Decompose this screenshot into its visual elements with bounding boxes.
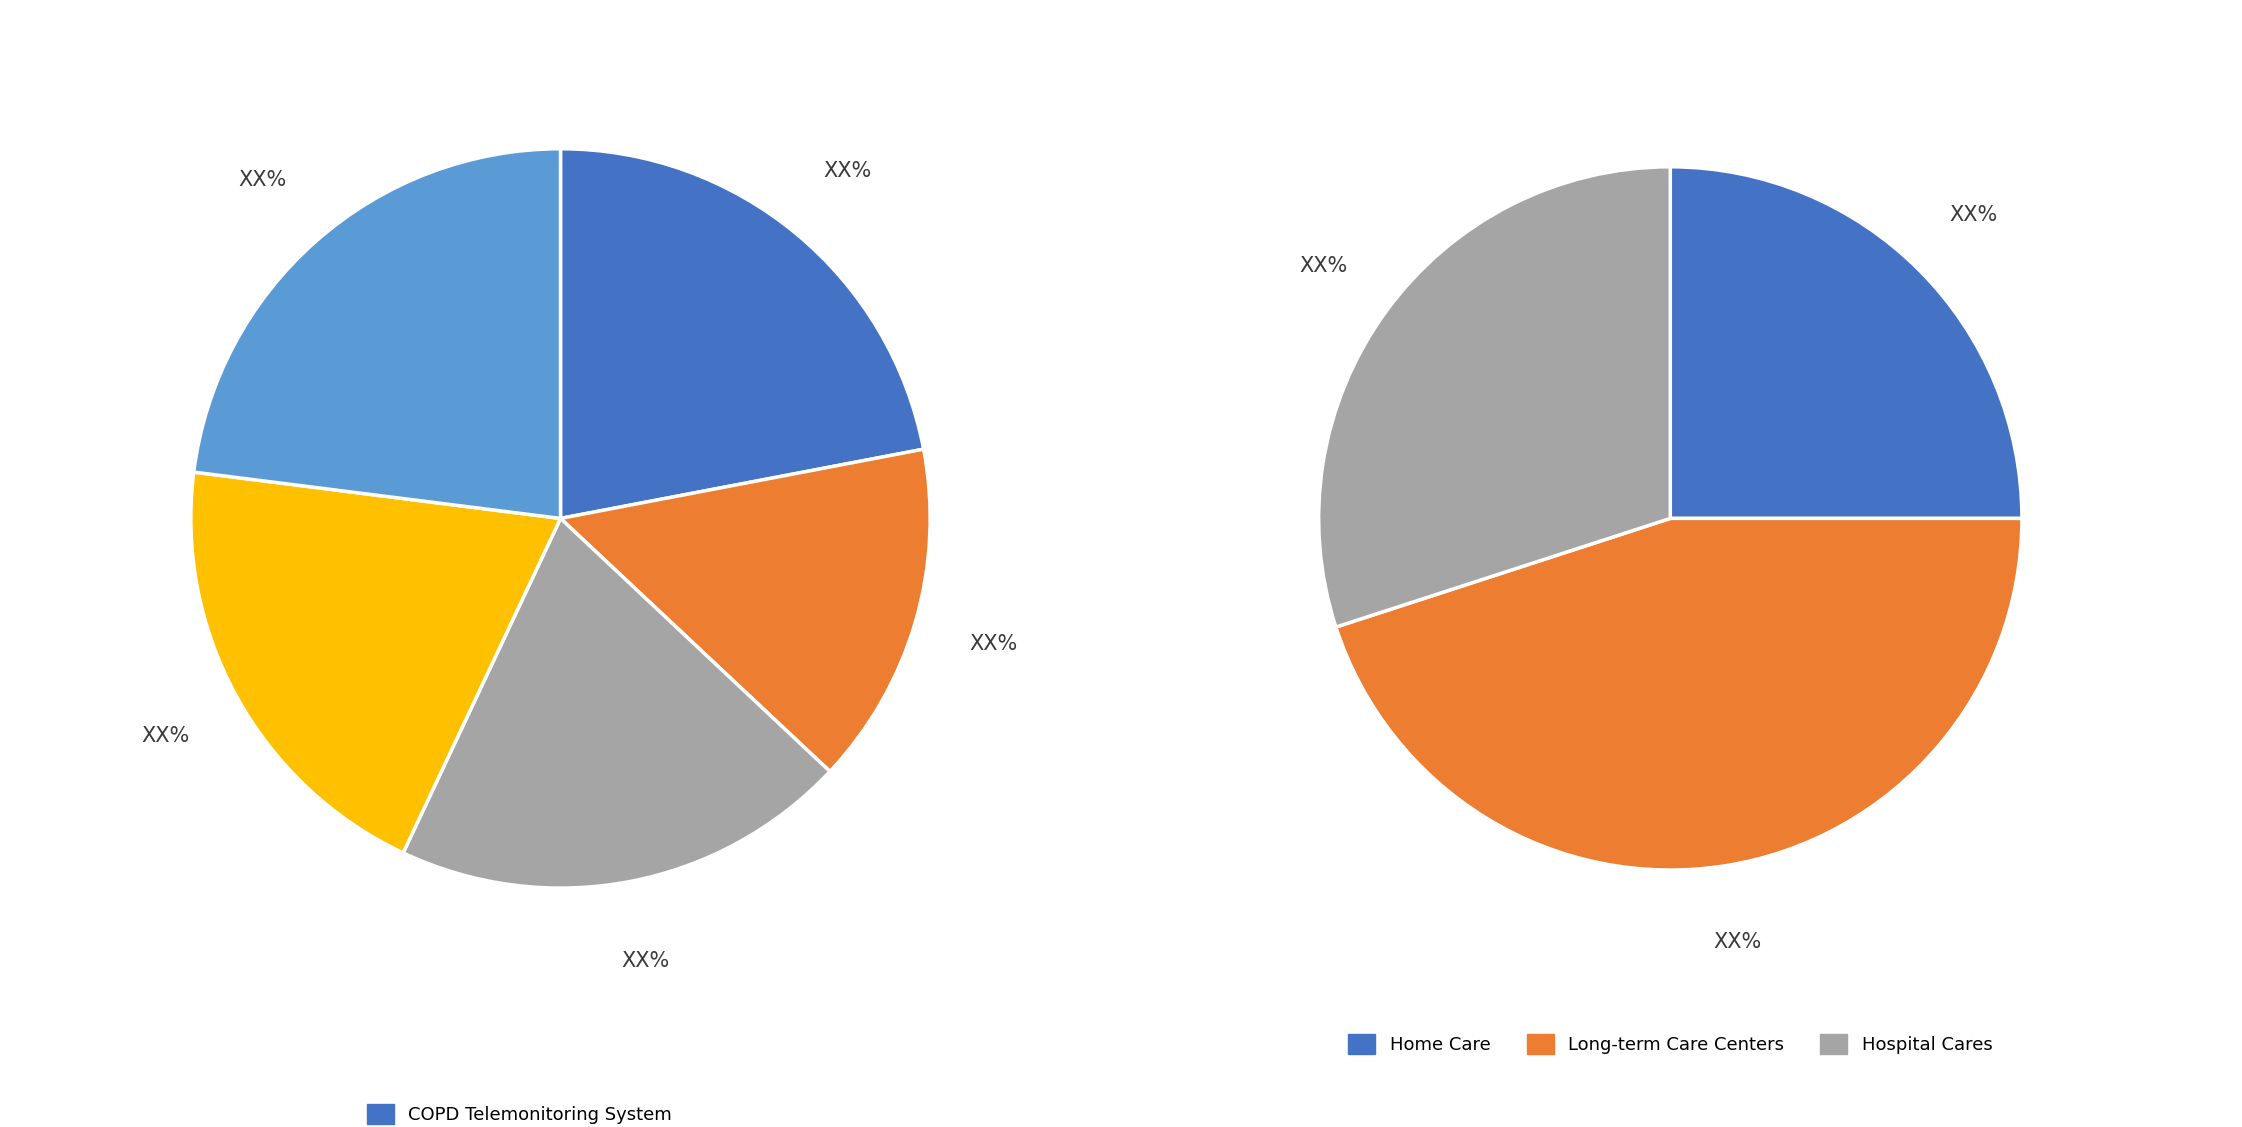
Wedge shape: [193, 149, 560, 518]
Legend: Home Care, Long-term Care Centers, Hospital Cares: Home Care, Long-term Care Centers, Hospi…: [1338, 1026, 2002, 1063]
Text: XX%: XX%: [1713, 932, 1762, 952]
Text: Fig. Global Telemonitoring System Market Share by Product Types & Application: Fig. Global Telemonitoring System Market…: [27, 39, 1285, 68]
Text: Email: sales@theindustrystats.com: Email: sales@theindustrystats.com: [944, 1083, 1298, 1101]
Text: XX%: XX%: [823, 161, 872, 181]
Text: XX%: XX%: [1951, 205, 1998, 225]
Wedge shape: [560, 149, 924, 518]
Text: XX%: XX%: [1298, 256, 1347, 276]
Text: XX%: XX%: [969, 635, 1018, 655]
Text: Source: Theindustrystats Analysis: Source: Theindustrystats Analysis: [22, 1083, 368, 1101]
Wedge shape: [191, 472, 560, 853]
Text: XX%: XX%: [621, 951, 668, 971]
Text: Website: www.theindustrystats.com: Website: www.theindustrystats.com: [1852, 1083, 2220, 1101]
Wedge shape: [560, 450, 930, 772]
Wedge shape: [1318, 167, 1670, 627]
Wedge shape: [1336, 518, 2022, 870]
Text: XX%: XX%: [141, 726, 188, 746]
Text: XX%: XX%: [238, 170, 287, 190]
Legend: COPD Telemonitoring System, Glucose Level Telemonitoring System, Blood Pressure : COPD Telemonitoring System, Glucose Leve…: [359, 1095, 762, 1127]
Wedge shape: [1670, 167, 2022, 518]
Wedge shape: [404, 518, 830, 888]
